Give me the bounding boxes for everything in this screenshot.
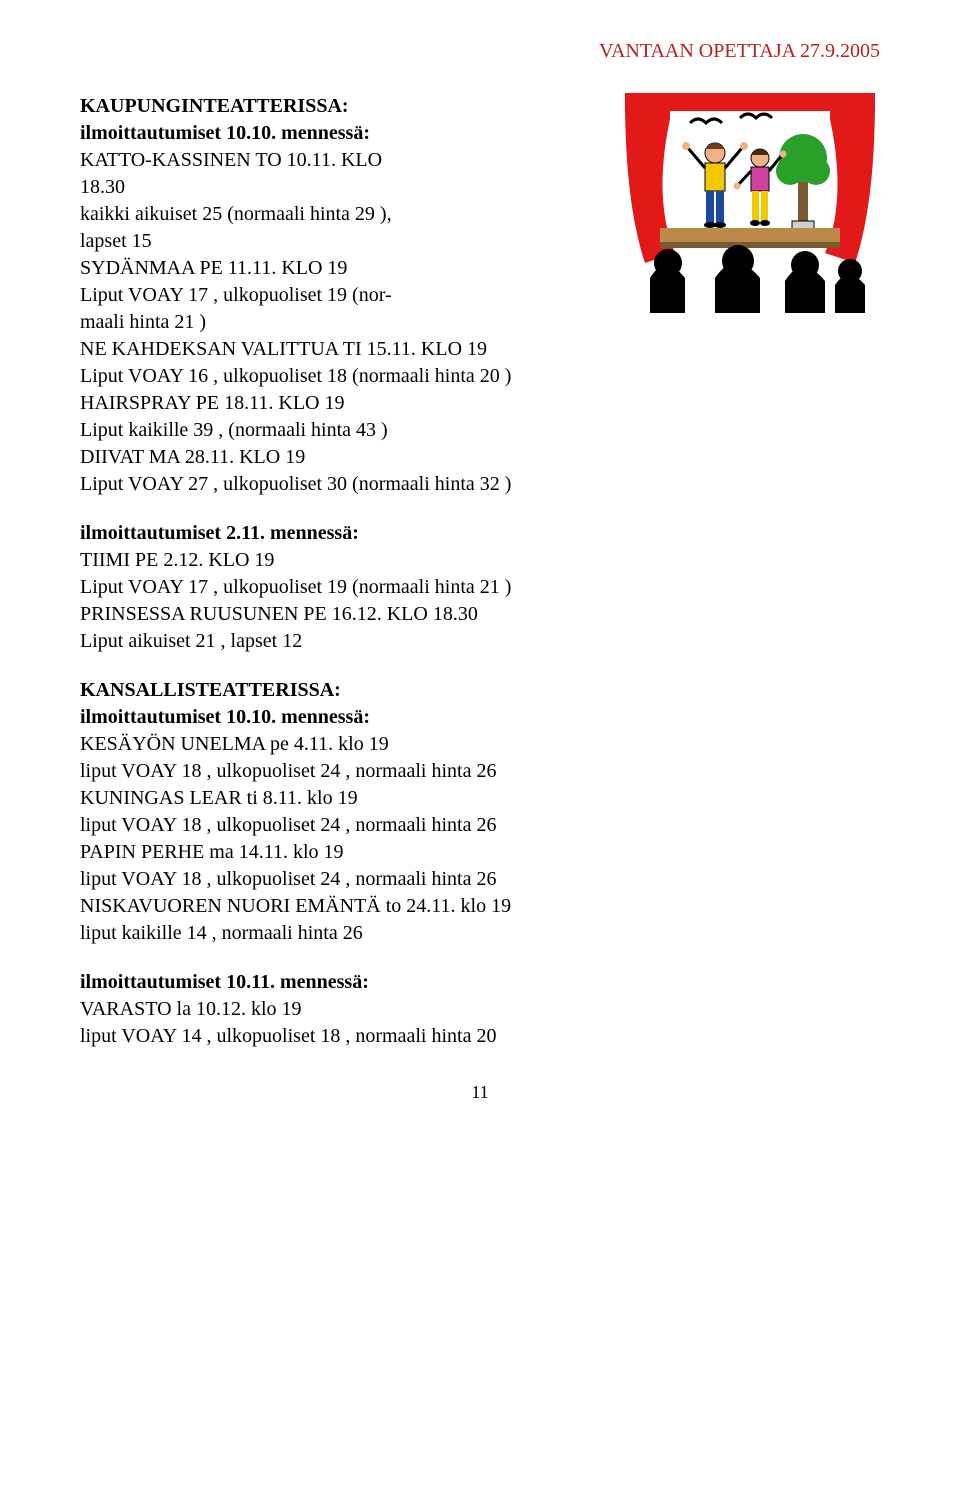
page-number: 11 [80, 1080, 880, 1104]
top-row: KAUPUNGINTEATTERISSA: ilmoittautumiset 1… [80, 93, 880, 336]
document-body: KAUPUNGINTEATTERISSA: ilmoittautumiset 1… [80, 93, 880, 1104]
body-line: liput VOAY 18 , ulkopuoliset 24 , normaa… [80, 758, 880, 785]
body-line: lapset 15 [80, 228, 610, 255]
theater-illustration [620, 93, 880, 313]
body-line: TIIMI PE 2.12. KLO 19 [80, 547, 880, 574]
body-line: Liput VOAY 17 , ulkopuoliset 19 (nor- [80, 282, 610, 309]
body-line: NISKAVUOREN NUORI EMÄNTÄ to 24.11. klo 1… [80, 893, 880, 920]
body-line: Liput aikuiset 21 , lapset 12 [80, 628, 880, 655]
body-line: liput VOAY 18 , ulkopuoliset 24 , normaa… [80, 866, 880, 893]
body-line: HAIRSPRAY PE 18.11. KLO 19 [80, 390, 880, 417]
section1-title: KAUPUNGINTEATTERISSA: [80, 93, 610, 120]
body-line: liput kaikille 14 , normaali hinta 26 [80, 920, 880, 947]
body-line: Liput VOAY 17 , ulkopuoliset 19 (normaal… [80, 574, 880, 601]
body-line: Liput VOAY 27 , ulkopuoliset 30 (normaal… [80, 471, 880, 498]
section1-sub1-title: ilmoittautumiset 10.10. mennessä: [80, 120, 610, 147]
section2-title: KANSALLISTEATTERISSA: [80, 677, 880, 704]
body-line: kaikki aikuiset 25 (normaali hinta 29 ), [80, 201, 610, 228]
body-line: liput VOAY 14 , ulkopuoliset 18 , normaa… [80, 1023, 880, 1050]
body-line: PAPIN PERHE ma 14.11. klo 19 [80, 839, 880, 866]
body-line: maali hinta 21 ) [80, 309, 610, 336]
body-line: DIIVAT MA 28.11. KLO 19 [80, 444, 880, 471]
body-line: VARASTO la 10.12. klo 19 [80, 996, 880, 1023]
page-header: VANTAAN OPETTAJA 27.9.2005 [80, 40, 880, 63]
body-line: KUNINGAS LEAR ti 8.11. klo 19 [80, 785, 880, 812]
body-line: KESÄYÖN UNELMA pe 4.11. klo 19 [80, 731, 880, 758]
body-line: PRINSESSA RUUSUNEN PE 16.12. KLO 18.30 [80, 601, 880, 628]
body-line: Liput kaikille 39 , (normaali hinta 43 ) [80, 417, 880, 444]
section1-sub2-title: ilmoittautumiset 2.11. mennessä: [80, 520, 880, 547]
section2-sub1-title: ilmoittautumiset 10.10. mennessä: [80, 704, 880, 731]
body-line: Liput VOAY 16 , ulkopuoliset 18 (normaal… [80, 363, 880, 390]
body-line: liput VOAY 18 , ulkopuoliset 24 , normaa… [80, 812, 880, 839]
body-line: NE KAHDEKSAN VALITTUA TI 15.11. KLO 19 [80, 336, 880, 363]
section2-sub2-title: ilmoittautumiset 10.11. mennessä: [80, 969, 880, 996]
body-line: KATTO-KASSINEN TO 10.11. KLO [80, 147, 610, 174]
body-line: 18.30 [80, 174, 610, 201]
document-page: VANTAAN OPETTAJA 27.9.2005 KAUPUNGINTEAT… [0, 0, 960, 1500]
body-line: SYDÄNMAA PE 11.11. KLO 19 [80, 255, 610, 282]
top-text-column: KAUPUNGINTEATTERISSA: ilmoittautumiset 1… [80, 93, 610, 336]
